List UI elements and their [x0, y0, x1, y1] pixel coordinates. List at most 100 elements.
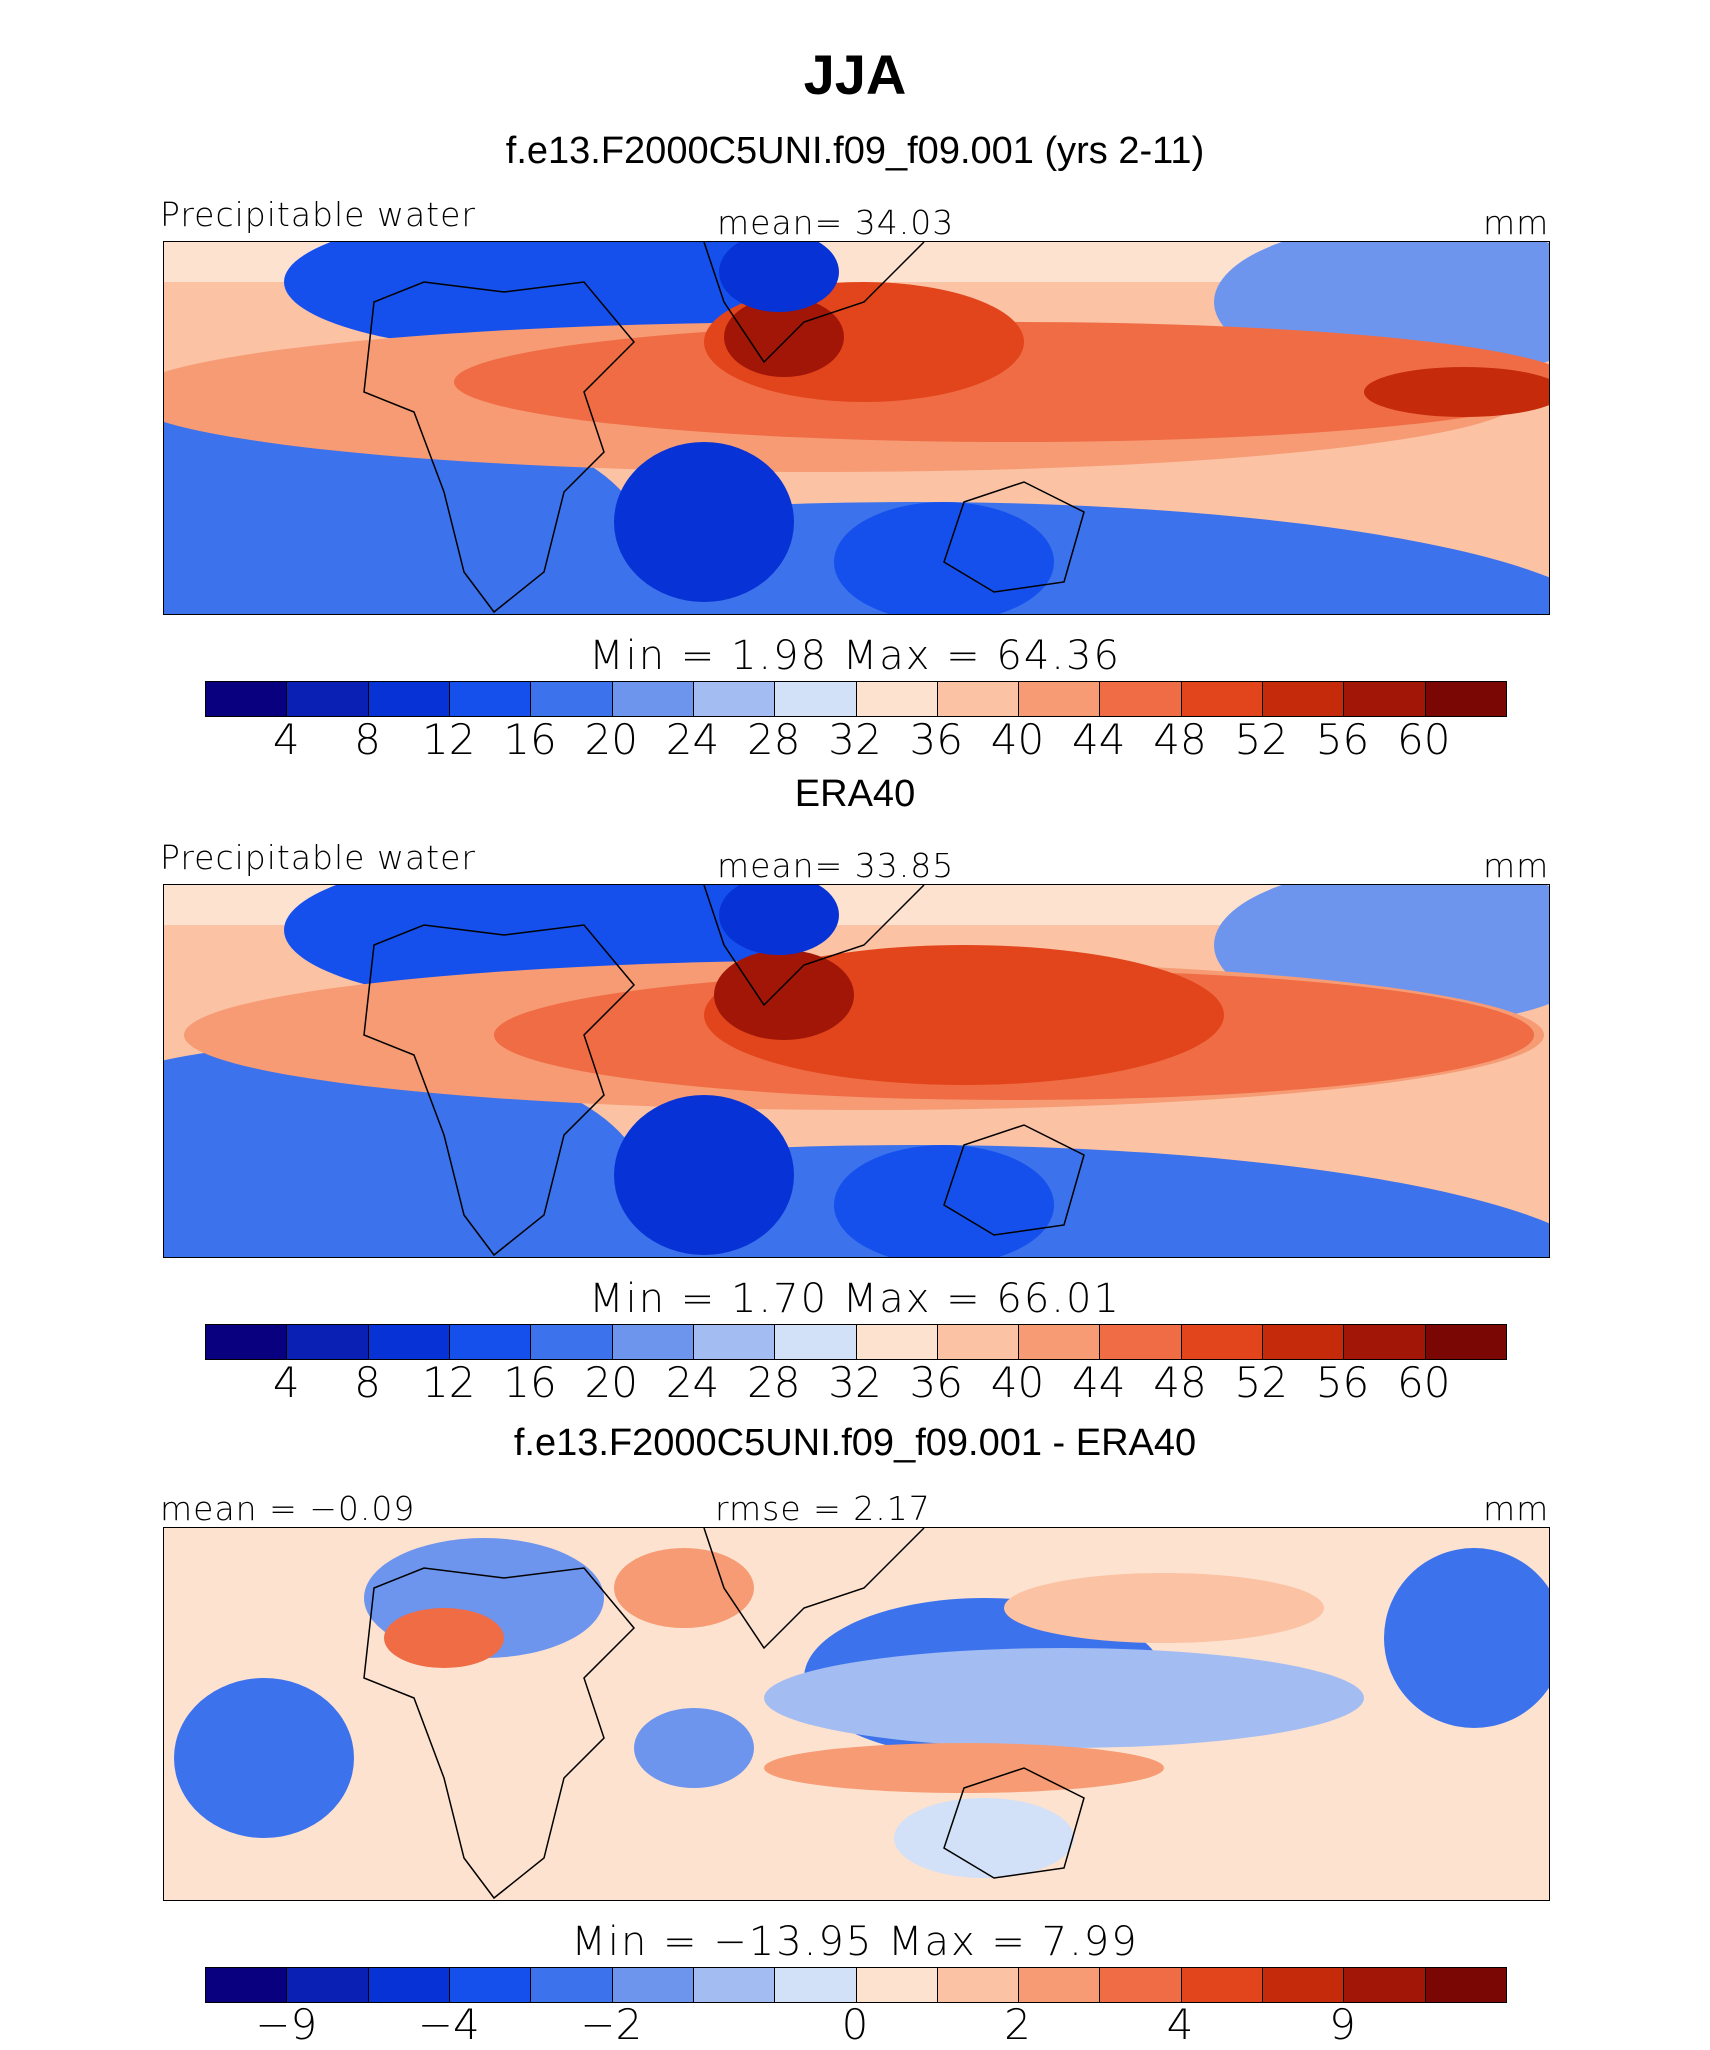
colorbar-tick-label: 52 [1234, 715, 1288, 764]
colorbar-tick-label: 52 [1234, 1358, 1288, 1407]
colorbar-tick-label: 8 [354, 1358, 381, 1407]
colorbar-swatch [1263, 1325, 1345, 1359]
colorbar-tick-label: 44 [1072, 715, 1126, 764]
colorbar-tick-label: 4 [272, 1358, 300, 1407]
colorbar-swatch [856, 1968, 938, 2002]
colorbar-swatch [1344, 1968, 1426, 2002]
panel3-units-label: mm [1483, 1489, 1550, 1528]
panel3-colorbar [205, 1967, 1507, 2003]
colorbar-swatch [449, 1968, 532, 2002]
colorbar-swatch [1181, 682, 1264, 716]
colorbar-tick-label: 48 [1153, 715, 1207, 764]
colorbar-tick-label: 4 [272, 715, 300, 764]
colorbar-swatch [1100, 1968, 1182, 2002]
colorbar-swatch [206, 1325, 288, 1359]
colorbar-swatch [1019, 1325, 1101, 1359]
panel1-variable-label: Precipitable water [160, 195, 476, 234]
colorbar-tick-label: 28 [747, 1358, 801, 1407]
colorbar-swatch [1181, 1325, 1264, 1359]
colorbar-swatch [693, 1968, 776, 2002]
colorbar-swatch [368, 1325, 450, 1359]
colorbar-tick-label: 56 [1315, 1358, 1370, 1407]
colorbar-swatch [1019, 682, 1101, 716]
colorbar-swatch [1100, 1325, 1182, 1359]
colorbar-swatch [368, 1968, 450, 2002]
panel2-subtitle: ERA40 [794, 773, 916, 815]
panel3-rmse-label: rmse = 2.17 [715, 1489, 931, 1528]
panel3-map [163, 1527, 1550, 1901]
panel2-mean-label: mean= 33.85 [717, 846, 955, 885]
colorbar-tick-label: 56 [1315, 715, 1370, 764]
colorbar-swatch [856, 1325, 938, 1359]
colorbar-swatch [206, 1968, 288, 2002]
colorbar-swatch [1181, 1968, 1264, 2002]
colorbar-tick-label: 36 [909, 1358, 963, 1407]
colorbar-swatch [612, 682, 694, 716]
colorbar-swatch [1100, 682, 1182, 716]
panel2-colorbar [205, 1324, 1507, 1360]
colorbar-swatch [368, 682, 450, 716]
colorbar-swatch [1263, 682, 1345, 716]
colorbar-swatch [531, 1968, 613, 2002]
colorbar-swatch [287, 1325, 369, 1359]
colorbar-tick-label: 12 [422, 715, 476, 764]
colorbar-swatch [775, 682, 857, 716]
colorbar-tick-label: 20 [584, 715, 638, 764]
colorbar-tick-label: 60 [1397, 715, 1451, 764]
colorbar-tick-label: 28 [747, 715, 801, 764]
colorbar-tick-label: 40 [990, 715, 1045, 764]
colorbar-swatch [1425, 1968, 1506, 2002]
panel3-subtitle: f.e13.F2000C5UNI.f09_f09.001 - ERA40 [513, 1422, 1197, 1464]
colorbar-swatch [531, 1325, 613, 1359]
main-title: JJA [803, 43, 907, 106]
colorbar-tick-label: 44 [1072, 1358, 1126, 1407]
colorbar-tick-label: 20 [584, 1358, 638, 1407]
colorbar-swatch [612, 1325, 694, 1359]
colorbar-tick-label: 2 [1004, 2000, 1031, 2049]
colorbar-tick-label: 48 [1153, 1358, 1207, 1407]
panel2-variable-label: Precipitable water [160, 838, 476, 877]
colorbar-tick-label: 60 [1397, 1358, 1451, 1407]
panel1-colorbar [205, 681, 1507, 717]
colorbar-tick-label: 12 [422, 1358, 476, 1407]
colorbar-swatch [449, 1325, 532, 1359]
panel3-mean-label: mean = −0.09 [160, 1489, 416, 1528]
panel3-minmax: Min = −13.95 Max = 7.99 [571, 1919, 1139, 1965]
colorbar-tick-label: 40 [990, 1358, 1045, 1407]
colorbar-swatch [693, 682, 776, 716]
panel1-colorbar-ticks: 4 8 12 16 20 24 28 32 36 40 44 48 52 56 60 [0, 715, 1710, 765]
colorbar-swatch [937, 682, 1020, 716]
colorbar-tick-label: 32 [828, 715, 882, 764]
panel2-minmax: Min = 1.70 Max = 66.01 [589, 1276, 1121, 1322]
colorbar-swatch [287, 682, 369, 716]
colorbar-swatch [1344, 682, 1426, 716]
colorbar-swatch [449, 682, 532, 716]
colorbar-swatch [287, 1968, 369, 2002]
colorbar-swatch [775, 1968, 857, 2002]
colorbar-tick-label: 9 [1329, 2000, 1356, 2049]
colorbar-tick-label: −4 [417, 2000, 480, 2049]
colorbar-tick-label: 0 [841, 2000, 869, 2049]
colorbar-swatch [1263, 1968, 1345, 2002]
colorbar-tick-label: 4 [1166, 2000, 1194, 2049]
colorbar-tick-label: 16 [503, 715, 557, 764]
colorbar-swatch [856, 682, 938, 716]
panel2-map [163, 884, 1550, 1258]
colorbar-swatch [206, 682, 288, 716]
colorbar-tick-label: 36 [909, 715, 963, 764]
panel3-colorbar-ticks: −9 −4 −2 0 2 4 9 [0, 2000, 1710, 2050]
colorbar-swatch [1425, 682, 1506, 716]
colorbar-swatch [1425, 1325, 1506, 1359]
colorbar-swatch [775, 1325, 857, 1359]
colorbar-swatch [612, 1968, 694, 2002]
colorbar-tick-label: 24 [665, 715, 720, 764]
colorbar-tick-label: 8 [354, 715, 381, 764]
colorbar-swatch [1019, 1968, 1101, 2002]
colorbar-tick-label: 32 [828, 1358, 882, 1407]
panel1-mean-label: mean= 34.03 [717, 203, 955, 242]
panel2-colorbar-ticks: 4 8 12 16 20 24 28 32 36 40 44 48 52 56 60 [0, 1358, 1710, 1408]
colorbar-tick-label: −2 [580, 2000, 643, 2049]
colorbar-tick-label: 16 [503, 1358, 557, 1407]
panel1-subtitle: f.e13.F2000C5UNI.f09_f09.001 (yrs 2-11) [505, 130, 1205, 172]
panel2-units-label: mm [1483, 846, 1550, 885]
